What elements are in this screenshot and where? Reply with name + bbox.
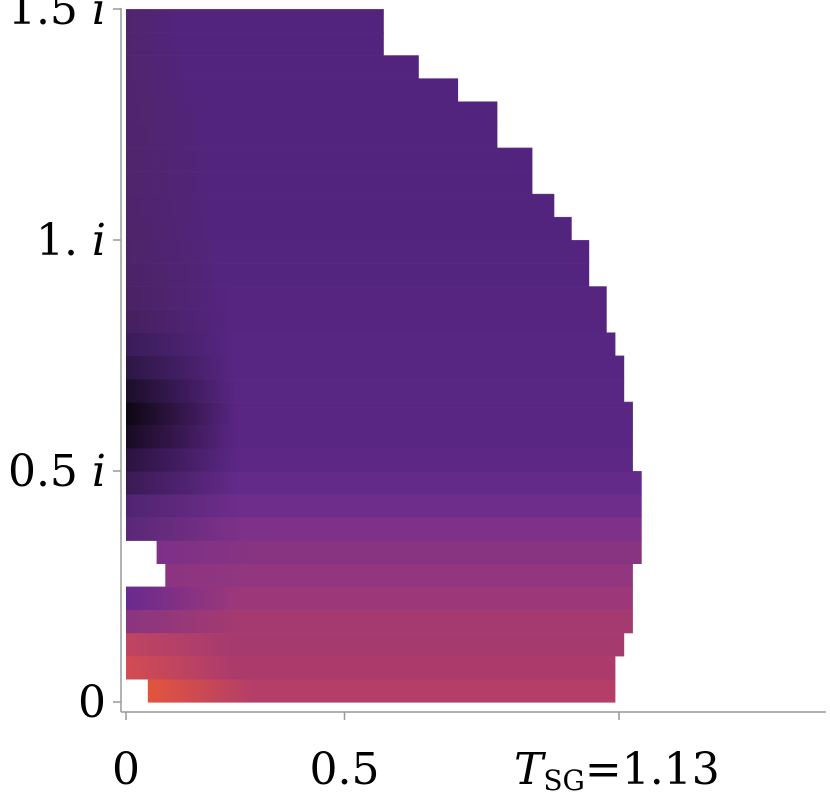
heatmap-row: [126, 378, 625, 403]
y-tick-label: 1. i: [36, 215, 106, 266]
heatmap-row: [126, 586, 633, 611]
heatmap-row: [126, 332, 616, 357]
heatmap-row: [126, 216, 572, 241]
ticks: [113, 8, 620, 720]
annotation-value: =1.13: [585, 744, 720, 795]
heatmap-row: [126, 9, 384, 33]
heatmap-row: [126, 494, 642, 518]
heatmap-row: [126, 193, 555, 218]
heatmap-row: [165, 563, 633, 588]
heatmap-row: [126, 78, 459, 102]
heatmap-row: [126, 401, 633, 426]
tick-labels: 0 0.5 0 0.5 i 1. i 1.5 i: [8, 0, 380, 795]
heatmap-row: [126, 124, 498, 149]
y-tick-label: 0.5 i: [8, 446, 106, 497]
heatmap-row: [126, 309, 607, 333]
temperature-annotation: TSG=1.13: [514, 744, 720, 796]
heatmap-row: [126, 517, 642, 541]
heatmap-row: [126, 447, 633, 472]
y-tick-label: 0: [78, 677, 106, 728]
heatmap-row: [126, 240, 590, 264]
y-tick-label: 1.5 i: [8, 0, 106, 35]
heatmap-row: [156, 540, 642, 564]
heatmap-row: [126, 632, 625, 657]
heatmap-row: [126, 471, 642, 495]
heatmap-row: [126, 170, 533, 195]
axes: [120, 8, 826, 713]
heatmap-row: [126, 355, 625, 380]
heatmap-row: [126, 147, 533, 172]
heatmap-row: [147, 678, 616, 703]
x-tick-label: 0.5: [310, 744, 380, 795]
heatmap-row: [126, 263, 590, 287]
heatmap-cells: [126, 8, 642, 703]
heatmap-row: [126, 424, 633, 449]
heatmap-row: [126, 609, 633, 634]
heatmap-row: [126, 32, 384, 56]
heatmap-row: [126, 101, 498, 126]
annotation-symbol: T: [514, 744, 547, 795]
heatmap-row: [126, 55, 419, 79]
annotation-subscript: SG: [543, 764, 585, 796]
x-tick-label: 0: [112, 744, 140, 795]
heatmap-row: [126, 655, 616, 680]
heatmap-row: [126, 286, 607, 310]
